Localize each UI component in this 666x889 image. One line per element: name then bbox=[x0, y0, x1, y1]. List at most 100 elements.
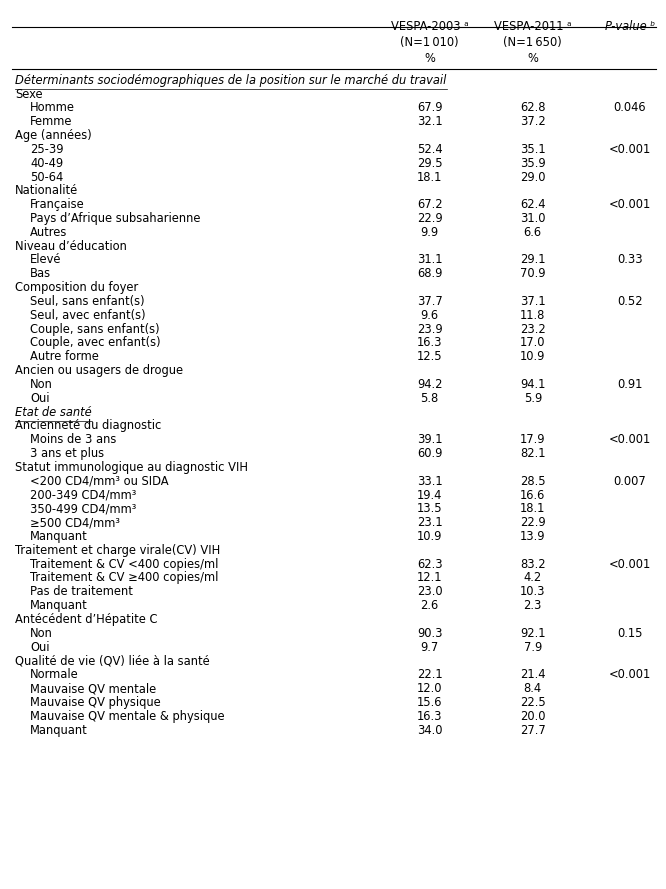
Text: 35.9: 35.9 bbox=[520, 156, 545, 170]
Text: 62.8: 62.8 bbox=[520, 101, 545, 115]
Text: Mauvaise QV physique: Mauvaise QV physique bbox=[30, 696, 161, 709]
Text: 40-49: 40-49 bbox=[30, 156, 63, 170]
Text: 18.1: 18.1 bbox=[520, 502, 545, 516]
Text: Mauvaise QV mentale & physique: Mauvaise QV mentale & physique bbox=[30, 709, 224, 723]
Text: 200-349 CD4/mm³: 200-349 CD4/mm³ bbox=[30, 488, 137, 501]
Text: 0.15: 0.15 bbox=[617, 627, 643, 640]
Text: 82.1: 82.1 bbox=[520, 447, 545, 460]
Text: 0.007: 0.007 bbox=[613, 475, 647, 488]
Text: 90.3: 90.3 bbox=[417, 627, 442, 640]
Text: Non: Non bbox=[30, 378, 53, 391]
Text: 16.6: 16.6 bbox=[520, 488, 545, 501]
Text: 62.3: 62.3 bbox=[417, 557, 442, 571]
Text: Normale: Normale bbox=[30, 669, 79, 681]
Text: ≥500 CD4/mm³: ≥500 CD4/mm³ bbox=[30, 517, 120, 529]
Text: 28.5: 28.5 bbox=[520, 475, 545, 488]
Text: Oui: Oui bbox=[30, 641, 49, 653]
Text: 67.9: 67.9 bbox=[417, 101, 442, 115]
Text: Autres: Autres bbox=[30, 226, 67, 239]
Text: Sexe: Sexe bbox=[15, 88, 43, 100]
Text: 22.1: 22.1 bbox=[417, 669, 442, 681]
Text: 83.2: 83.2 bbox=[520, 557, 545, 571]
Text: 31.1: 31.1 bbox=[417, 253, 442, 267]
Text: VESPA-2011 ᵃ: VESPA-2011 ᵃ bbox=[494, 20, 571, 34]
Text: 37.1: 37.1 bbox=[520, 295, 545, 308]
Text: <0.001: <0.001 bbox=[609, 669, 651, 681]
Text: %: % bbox=[424, 52, 435, 65]
Text: 12.5: 12.5 bbox=[417, 350, 442, 364]
Text: 10.9: 10.9 bbox=[417, 530, 442, 543]
Text: <200 CD4/mm³ ou SIDA: <200 CD4/mm³ ou SIDA bbox=[30, 475, 168, 488]
Text: Manquant: Manquant bbox=[30, 530, 88, 543]
Text: Homme: Homme bbox=[30, 101, 75, 115]
Text: Mauvaise QV mentale: Mauvaise QV mentale bbox=[30, 682, 157, 695]
Text: Etat de santé: Etat de santé bbox=[15, 405, 92, 419]
Text: 2.6: 2.6 bbox=[420, 599, 439, 613]
Text: 0.046: 0.046 bbox=[614, 101, 646, 115]
Text: 0.52: 0.52 bbox=[617, 295, 643, 308]
Text: 94.1: 94.1 bbox=[520, 378, 545, 391]
Text: 52.4: 52.4 bbox=[417, 143, 442, 156]
Text: 29.5: 29.5 bbox=[417, 156, 442, 170]
Text: 31.0: 31.0 bbox=[520, 212, 545, 225]
Text: 11.8: 11.8 bbox=[520, 308, 545, 322]
Text: (N=1 010): (N=1 010) bbox=[400, 36, 459, 50]
Text: 94.2: 94.2 bbox=[417, 378, 442, 391]
Text: Seul, sans enfant(s): Seul, sans enfant(s) bbox=[30, 295, 145, 308]
Text: Manquant: Manquant bbox=[30, 724, 88, 736]
Text: Traitement et charge virale(CV) VIH: Traitement et charge virale(CV) VIH bbox=[15, 544, 220, 557]
Text: P-value ᵇ: P-value ᵇ bbox=[605, 20, 655, 34]
Text: Pays d’Afrique subsaharienne: Pays d’Afrique subsaharienne bbox=[30, 212, 200, 225]
Text: 9.7: 9.7 bbox=[420, 641, 439, 653]
Text: 6.6: 6.6 bbox=[523, 226, 542, 239]
Text: <0.001: <0.001 bbox=[609, 143, 651, 156]
Text: 70.9: 70.9 bbox=[520, 268, 545, 280]
Text: Manquant: Manquant bbox=[30, 599, 88, 613]
Text: 8.4: 8.4 bbox=[523, 682, 542, 695]
Text: Pas de traitement: Pas de traitement bbox=[30, 585, 133, 598]
Text: 22.9: 22.9 bbox=[417, 212, 442, 225]
Text: <0.001: <0.001 bbox=[609, 433, 651, 446]
Text: Déterminants sociodémographiques de la position sur le marché du travail: Déterminants sociodémographiques de la p… bbox=[15, 74, 447, 87]
Text: 10.9: 10.9 bbox=[520, 350, 545, 364]
Text: 32.1: 32.1 bbox=[417, 116, 442, 128]
Text: 22.9: 22.9 bbox=[520, 517, 545, 529]
Text: Non: Non bbox=[30, 627, 53, 640]
Text: 13.9: 13.9 bbox=[520, 530, 545, 543]
Text: 92.1: 92.1 bbox=[520, 627, 545, 640]
Text: 25-39: 25-39 bbox=[30, 143, 63, 156]
Text: 10.3: 10.3 bbox=[520, 585, 545, 598]
Text: 29.0: 29.0 bbox=[520, 171, 545, 183]
Text: 39.1: 39.1 bbox=[417, 433, 442, 446]
Text: 2.3: 2.3 bbox=[523, 599, 542, 613]
Text: 9.6: 9.6 bbox=[420, 308, 439, 322]
Text: Bas: Bas bbox=[30, 268, 51, 280]
Text: 50-64: 50-64 bbox=[30, 171, 63, 183]
Text: 350-499 CD4/mm³: 350-499 CD4/mm³ bbox=[30, 502, 137, 516]
Text: 12.1: 12.1 bbox=[417, 572, 442, 584]
Text: 12.0: 12.0 bbox=[417, 682, 442, 695]
Text: 33.1: 33.1 bbox=[417, 475, 442, 488]
Text: 3 ans et plus: 3 ans et plus bbox=[30, 447, 104, 460]
Text: 16.3: 16.3 bbox=[417, 709, 442, 723]
Text: VESPA-2003 ᵃ: VESPA-2003 ᵃ bbox=[391, 20, 468, 34]
Text: Couple, sans enfant(s): Couple, sans enfant(s) bbox=[30, 323, 160, 336]
Text: 13.5: 13.5 bbox=[417, 502, 442, 516]
Text: Qualité de vie (QV) liée à la santé: Qualité de vie (QV) liée à la santé bbox=[15, 654, 210, 668]
Text: 9.9: 9.9 bbox=[420, 226, 439, 239]
Text: Age (années): Age (années) bbox=[15, 129, 92, 142]
Text: 18.1: 18.1 bbox=[417, 171, 442, 183]
Text: Nationalité: Nationalité bbox=[15, 184, 79, 197]
Text: Française: Française bbox=[30, 198, 85, 212]
Text: Niveau d’éducation: Niveau d’éducation bbox=[15, 240, 127, 252]
Text: 68.9: 68.9 bbox=[417, 268, 442, 280]
Text: 27.7: 27.7 bbox=[520, 724, 545, 736]
Text: 29.1: 29.1 bbox=[520, 253, 545, 267]
Text: 23.0: 23.0 bbox=[417, 585, 442, 598]
Text: 16.3: 16.3 bbox=[417, 336, 442, 349]
Text: 5.9: 5.9 bbox=[523, 392, 542, 404]
Text: Ancienneté du diagnostic: Ancienneté du diagnostic bbox=[15, 420, 162, 432]
Text: Moins de 3 ans: Moins de 3 ans bbox=[30, 433, 117, 446]
Text: 23.1: 23.1 bbox=[417, 517, 442, 529]
Text: Antécédent d’Hépatite C: Antécédent d’Hépatite C bbox=[15, 613, 158, 626]
